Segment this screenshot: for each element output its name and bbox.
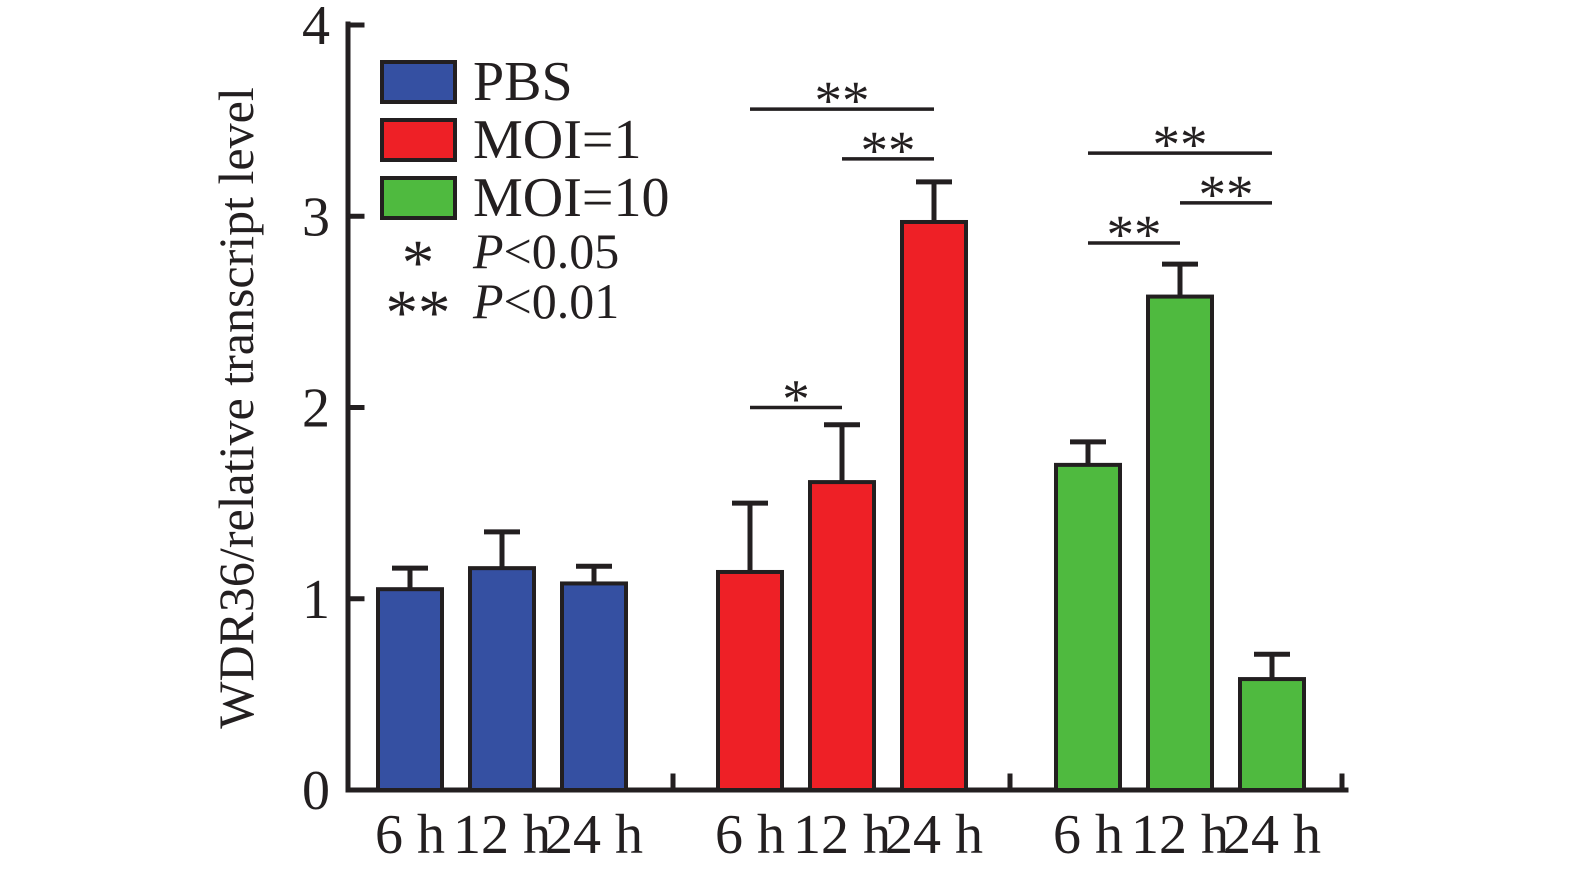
y-tick-label: 2 [302,378,330,440]
error-bar [484,529,520,569]
x-tick-label: 24 h [885,804,983,866]
bar-moi-1-0 [716,569,784,792]
significance-stars: ** [1107,204,1162,265]
x-tick-label: 6 h [715,804,785,866]
bar-moi-10-1 [1146,294,1214,792]
x-tick-label: 12 h [793,804,891,866]
series-pbs [376,529,628,793]
legend-note-text: P<0.01 [472,273,619,329]
legend-note-symbol: ** [386,277,451,349]
x-tick-label: 6 h [375,804,445,866]
y-tick-label: 1 [302,569,330,631]
legend-swatch-pbs [380,60,457,104]
x-tick-label: 12 h [1131,804,1229,866]
error-bar [1070,439,1106,465]
series-moi-1 [716,179,968,793]
y-tick-label: 3 [302,186,330,248]
significance-bracket: ** [1180,164,1272,225]
legend-swatch-moi-1 [380,118,457,162]
significance-bracket: ** [842,120,934,181]
error-bar [916,179,952,222]
legend-note-text: P<0.05 [472,223,619,279]
series-moi-10 [1054,261,1306,793]
y-tick-label: 4 [302,0,330,57]
legend-swatch-moi-10 [380,176,457,220]
error-bar [1254,651,1290,680]
significance-bracket: ** [750,70,934,131]
error-bar [576,563,612,584]
x-tick-label: 6 h [1053,804,1123,866]
error-bar [824,422,860,483]
significance-bracket: * [750,369,842,430]
significance-bracket: ** [1088,114,1272,175]
significance-stars: ** [861,120,916,181]
legend-label: PBS [473,51,573,113]
legend-note-symbol: * [402,227,435,299]
bar-pbs-1 [468,566,536,793]
bar-moi-10-2 [1238,677,1306,793]
error-bar [1162,261,1198,297]
legend-label: MOI=10 [473,167,669,229]
error-bar [392,565,428,590]
bar-pbs-2 [560,581,628,793]
y-tick-label: 0 [302,760,330,822]
significance-stars: ** [1153,114,1208,175]
x-tick-label: 12 h [453,804,551,866]
legend-label: MOI=1 [473,109,641,171]
bar-moi-1-1 [808,480,876,792]
y-axis-title: WDR36/relative transcript level [208,87,264,728]
bar-moi-10-0 [1054,462,1122,792]
x-tick-label: 24 h [545,804,643,866]
significance-bracket: ** [1088,204,1180,265]
significance-stars: * [782,369,810,430]
bar-moi-1-2 [900,219,968,793]
bar-pbs-0 [376,587,444,792]
x-tick-label: 24 h [1223,804,1321,866]
significance-stars: ** [1199,164,1254,225]
significance-stars: ** [815,70,870,131]
error-bar [732,500,768,572]
